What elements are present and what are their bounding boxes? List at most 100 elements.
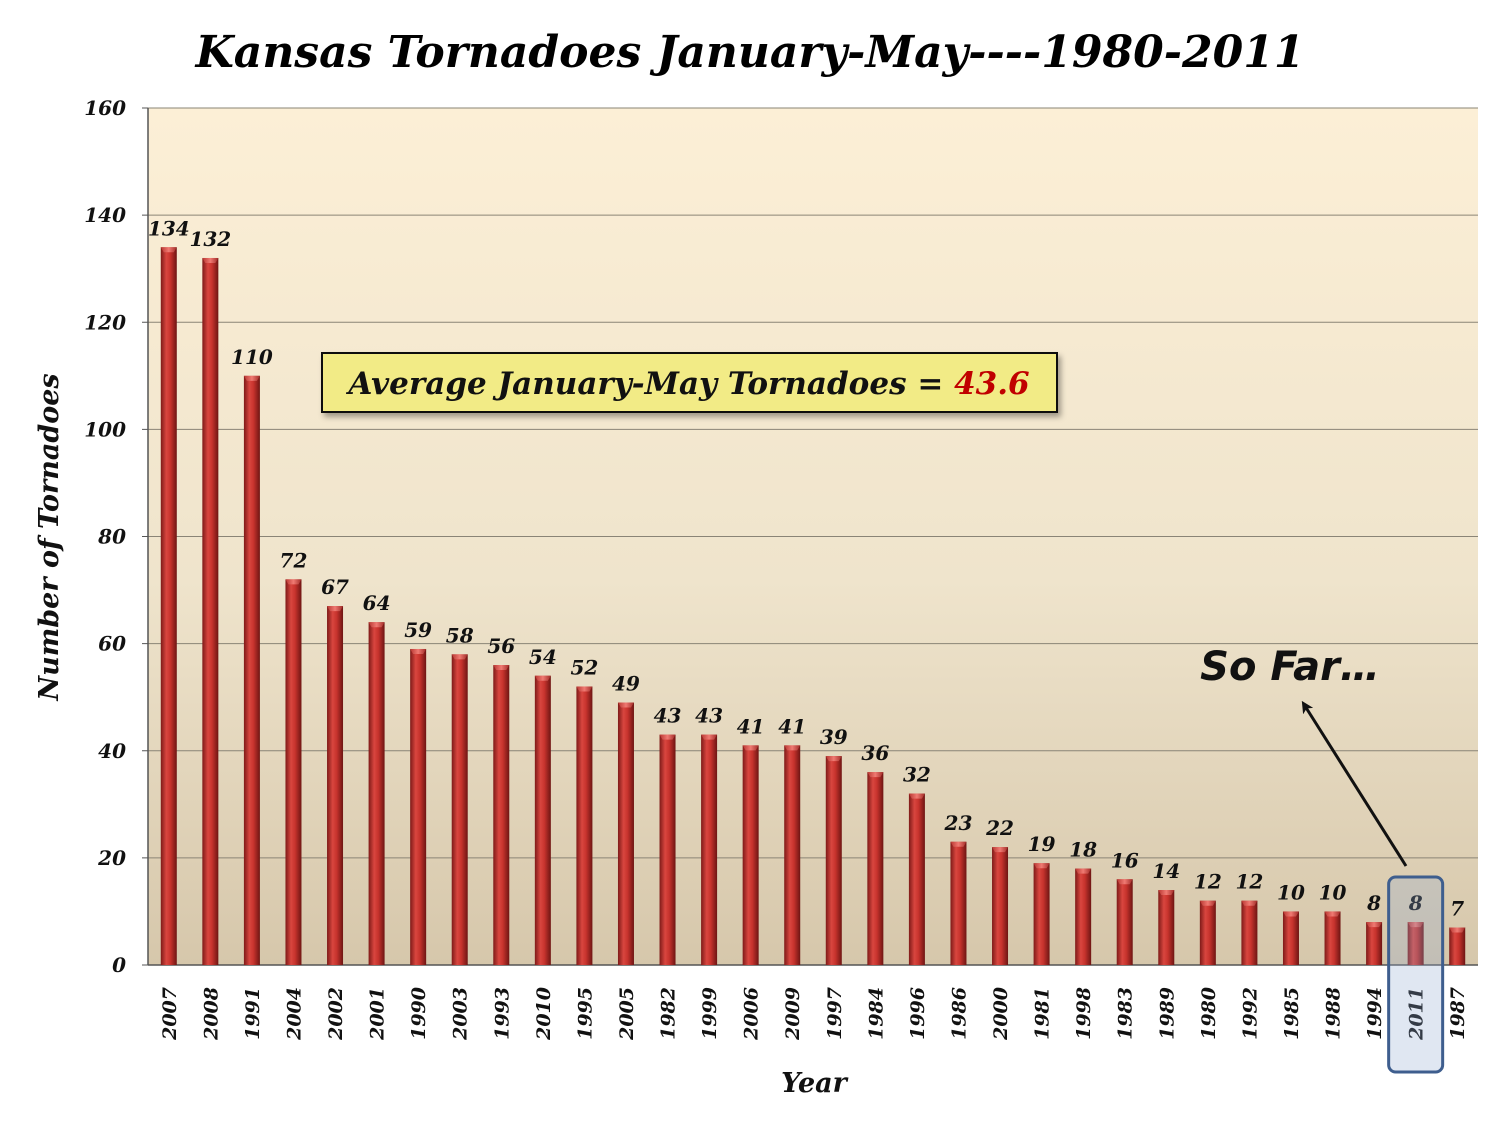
data-label: 10 — [1319, 880, 1347, 904]
x-tick-label: 1981 — [1032, 987, 1054, 1040]
x-tick-label: 1985 — [1281, 987, 1303, 1040]
bar-top — [368, 622, 385, 628]
bar-1999 — [701, 734, 718, 965]
y-tick-label: 120 — [84, 310, 126, 334]
x-tick-label: 1997 — [824, 987, 846, 1040]
data-label: 39 — [820, 725, 848, 749]
data-label: 43 — [695, 704, 723, 728]
bar-2007 — [160, 247, 177, 965]
x-tick-labels: 2007 2008 1991 2004 2002 2001 1990 2003 1993 2010… — [159, 987, 1469, 1041]
bar-top — [1366, 922, 1383, 928]
bar-top — [160, 247, 177, 253]
bar-top — [1282, 911, 1299, 917]
data-label: 52 — [570, 655, 598, 679]
bar-top — [1158, 890, 1175, 896]
bar-1982 — [659, 734, 676, 965]
data-label: 59 — [404, 618, 432, 642]
bar-2000 — [992, 847, 1009, 965]
x-tick-label: 2000 — [990, 987, 1012, 1041]
y-tick-label: 20 — [97, 846, 126, 870]
data-label: 12 — [1194, 870, 1222, 894]
bar-top — [867, 772, 884, 778]
bar-top — [1033, 863, 1050, 869]
bar-body — [534, 675, 551, 965]
data-label: 110 — [231, 345, 273, 369]
bar-body — [742, 745, 759, 965]
data-label: 132 — [189, 227, 231, 251]
data-label: 10 — [1277, 880, 1305, 904]
x-tick-label: 1998 — [1073, 987, 1095, 1040]
data-label: 16 — [1111, 848, 1139, 872]
x-tick-label: 1990 — [408, 987, 430, 1040]
data-label: 41 — [778, 714, 806, 738]
y-tick-label: 140 — [84, 203, 126, 227]
bar-body — [784, 745, 801, 965]
bar-body — [1407, 922, 1424, 965]
x-tick-label: 1993 — [491, 987, 513, 1040]
average-value: 43.6 — [954, 366, 1030, 402]
bar-top — [742, 745, 759, 751]
data-label: 43 — [654, 704, 682, 728]
y-tick-labels: 0 20 40 60 80 100 120 140 160 — [84, 96, 126, 977]
bar-body — [368, 622, 385, 965]
data-label: 7 — [1450, 897, 1464, 921]
data-label: 23 — [944, 811, 973, 835]
x-tick-label: 2008 — [200, 987, 222, 1041]
data-label: 67 — [321, 575, 349, 599]
bar-body — [327, 606, 344, 965]
x-tick-label: 2005 — [616, 987, 638, 1041]
x-tick-label: 1986 — [948, 987, 970, 1040]
bar-2003 — [451, 654, 468, 965]
average-box — [321, 352, 1058, 413]
y-tick-label: 60 — [98, 632, 126, 656]
bar-1983 — [1116, 879, 1133, 965]
bar-2001 — [368, 622, 385, 965]
bar-1997 — [825, 756, 842, 965]
bar-body — [410, 648, 427, 965]
bar-1990 — [410, 648, 427, 965]
bar-body — [493, 665, 510, 965]
bar-1986 — [950, 841, 967, 965]
bar-top — [534, 675, 551, 681]
x-tick-label: 1987 — [1447, 987, 1469, 1040]
data-label: 12 — [1235, 870, 1263, 894]
bar-body — [1282, 911, 1299, 965]
y-tick-label: 40 — [98, 739, 126, 763]
bar-top — [327, 606, 344, 612]
data-label: 72 — [280, 548, 308, 572]
bar-2005 — [617, 702, 634, 965]
bar-body — [825, 756, 842, 965]
bar-1984 — [867, 772, 884, 965]
data-labels: 134 132 110 72 67 64 59 58 56 54 52 49 43 43 41 41 39 36 3… — [148, 216, 1464, 920]
so-far-arrow — [1301, 700, 1408, 867]
bar-top — [617, 702, 634, 708]
bar-top — [1449, 927, 1466, 933]
bar-1995 — [576, 686, 593, 965]
y-tick-label: 80 — [97, 525, 126, 549]
bar-body — [1075, 868, 1092, 965]
x-tick-label: 2009 — [782, 987, 804, 1041]
data-label: 134 — [148, 216, 190, 240]
bar-top — [1241, 900, 1258, 906]
bar-top — [493, 665, 510, 671]
x-tick-label: 2007 — [159, 987, 181, 1041]
x-tick-label: 1983 — [1115, 987, 1137, 1040]
bar-body — [1449, 927, 1466, 965]
chart-title: Kansas Tornadoes January-May----1980-201… — [194, 27, 1305, 78]
average-label: Average January-May Tornadoes = — [345, 366, 954, 402]
bar-1998 — [1075, 868, 1092, 965]
bar-top — [576, 686, 593, 692]
data-label: 49 — [612, 672, 640, 696]
bar-body — [1033, 863, 1050, 965]
x-tick-label: 1980 — [1198, 987, 1220, 1040]
bar-top — [784, 745, 801, 751]
average-annotation: Average January-May Tornadoes = 43.6 — [321, 352, 1058, 413]
x-tick-label: 2004 — [283, 987, 305, 1041]
x-tick-label: 1989 — [1156, 987, 1178, 1040]
average-text: Average January-May Tornadoes = 43.6 — [345, 366, 1029, 402]
bar-2010 — [534, 675, 551, 965]
x-axis-label: Year — [781, 1068, 849, 1099]
data-label: 54 — [529, 645, 557, 669]
data-label: 36 — [861, 741, 889, 765]
